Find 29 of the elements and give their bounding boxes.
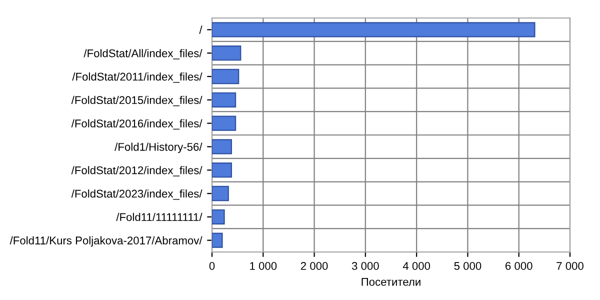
x-tick-label: 7 000 bbox=[556, 262, 584, 270]
bar bbox=[212, 232, 223, 248]
bar bbox=[212, 68, 240, 84]
bar bbox=[212, 116, 236, 131]
x-tick-label: 2 000 bbox=[300, 262, 328, 270]
x-tick-label: 1 000 bbox=[250, 262, 277, 270]
y-tick-label: /FoldStat/2016/index_files/ bbox=[71, 119, 202, 130]
y-tick-label: / bbox=[199, 26, 202, 34]
bar bbox=[212, 92, 236, 108]
y-tick-label: /FoldStat/2011/index_files/ bbox=[72, 72, 202, 83]
y-tick-label: /Fold11/Kurs Poljakova-2017/Abramov/ bbox=[10, 236, 202, 247]
y-tick-label: /FoldStat/All/index_files/ bbox=[84, 49, 202, 60]
y-tick-label: /FoldStat/2015/index_files/ bbox=[71, 96, 202, 106]
bar bbox=[212, 162, 232, 178]
x-axis-title: Посетители bbox=[362, 278, 420, 286]
x-tick-label: 4 000 bbox=[402, 262, 430, 270]
x-tick-label: 0 bbox=[209, 262, 215, 270]
x-tick-label: 6 000 bbox=[506, 262, 532, 270]
x-tick-label: 5 000 bbox=[454, 262, 482, 270]
y-tick-label: /Fold1/History-56/ bbox=[114, 142, 202, 154]
bar bbox=[212, 22, 536, 38]
bar bbox=[212, 209, 225, 224]
x-tick-label: 3 000 bbox=[352, 262, 379, 270]
y-tick-label: /FoldStat/2023/index_files/ bbox=[71, 189, 202, 200]
bar bbox=[212, 186, 229, 202]
y-tick-label: /FoldStat/2012/index_files/ bbox=[71, 166, 202, 176]
bar bbox=[212, 139, 232, 154]
y-tick-label: /Fold11/11111111/ bbox=[116, 212, 202, 222]
bar bbox=[212, 46, 242, 61]
